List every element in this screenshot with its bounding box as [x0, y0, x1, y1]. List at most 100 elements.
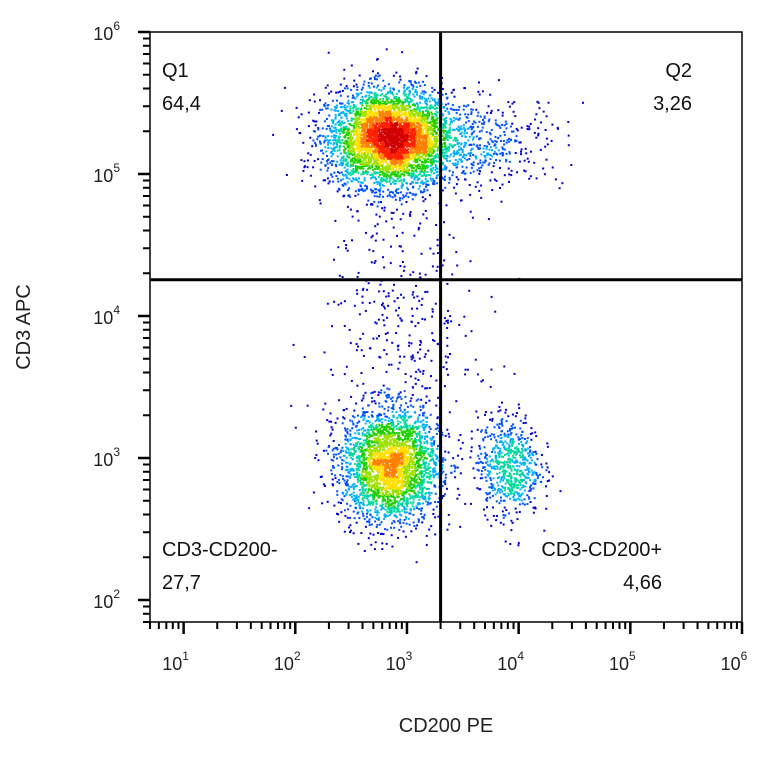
event-dot	[420, 474, 423, 477]
event-dot	[434, 165, 437, 168]
event-dot	[416, 167, 419, 169]
event-dot	[336, 145, 339, 148]
event-dot	[390, 92, 393, 95]
event-dot	[567, 134, 570, 137]
event-dot	[343, 182, 346, 185]
event-dot	[388, 101, 390, 104]
event-dot	[341, 462, 344, 465]
event-dot	[366, 483, 369, 486]
event-dot	[447, 149, 450, 152]
event-dot	[373, 172, 376, 175]
event-dot	[324, 135, 327, 138]
event-dot	[352, 468, 355, 471]
event-dot	[377, 391, 380, 394]
event-dot	[395, 400, 398, 403]
event-dot	[393, 521, 396, 524]
event-dot	[409, 473, 412, 476]
event-dot	[469, 260, 472, 263]
event-dot	[433, 107, 436, 110]
event-dot	[343, 240, 346, 242]
event-dot	[397, 192, 400, 194]
event-dot	[382, 305, 385, 308]
event-dot	[519, 427, 522, 430]
event-dot	[368, 524, 371, 527]
event-dot	[332, 119, 335, 122]
event-dot	[501, 470, 504, 473]
event-dot	[365, 419, 368, 422]
event-dot	[369, 513, 372, 516]
event-dot	[364, 467, 367, 470]
event-dot	[529, 501, 532, 503]
event-dot	[362, 478, 365, 481]
event-dot	[351, 239, 353, 242]
event-dot	[369, 91, 372, 94]
event-dot	[505, 408, 507, 411]
event-dot	[530, 484, 533, 487]
event-dot	[484, 411, 487, 414]
event-dot	[283, 86, 286, 89]
event-dot	[424, 353, 427, 356]
event-dot	[520, 148, 523, 151]
event-dot	[359, 156, 362, 159]
event-dot	[350, 495, 353, 498]
event-dot	[330, 135, 333, 138]
event-dot	[423, 190, 426, 193]
event-dot	[414, 161, 417, 163]
event-dot	[512, 110, 515, 113]
event-dot	[505, 461, 508, 463]
event-dot	[331, 373, 334, 376]
event-dot	[511, 521, 514, 524]
event-dot	[472, 164, 475, 167]
event-dot	[520, 434, 523, 437]
event-dot	[446, 139, 449, 141]
event-dot	[317, 135, 320, 138]
event-dot	[519, 478, 522, 481]
event-dot	[350, 529, 352, 532]
event-dot	[326, 125, 329, 127]
event-dot	[469, 149, 472, 152]
event-dot	[412, 424, 414, 427]
event-dot	[406, 502, 409, 505]
event-dot	[389, 195, 392, 198]
event-dot	[383, 172, 386, 175]
event-dot	[342, 184, 345, 187]
event-dot	[358, 114, 361, 117]
event-dot	[447, 356, 449, 359]
event-dot	[348, 153, 351, 156]
event-dot	[508, 461, 511, 464]
event-dot	[337, 464, 340, 467]
event-dot	[342, 156, 345, 159]
event-dot	[359, 450, 362, 453]
event-dot	[408, 469, 411, 472]
event-dot	[371, 176, 373, 179]
event-dot	[371, 446, 374, 448]
event-dot	[353, 500, 356, 503]
event-dot	[478, 488, 481, 491]
event-dot	[486, 463, 489, 466]
event-dot	[413, 470, 416, 473]
event-dot	[411, 434, 414, 437]
event-dot	[433, 172, 436, 175]
event-dot	[521, 492, 524, 495]
event-dot	[346, 145, 349, 148]
event-dot	[387, 409, 390, 412]
event-dot	[528, 467, 531, 470]
event-dot	[364, 391, 367, 394]
event-dot	[500, 140, 502, 142]
event-dot	[422, 515, 425, 518]
event-dot	[370, 203, 372, 206]
event-dot	[462, 126, 465, 129]
event-dot	[342, 132, 345, 134]
event-dot	[507, 167, 510, 170]
event-dot	[415, 453, 418, 456]
event-dot	[319, 142, 322, 145]
event-dot	[492, 448, 495, 451]
event-dot	[423, 181, 426, 184]
event-dot	[334, 117, 337, 120]
event-dot	[450, 91, 453, 94]
event-dot	[361, 163, 364, 166]
event-dot	[328, 125, 331, 128]
event-dot	[366, 431, 369, 434]
event-dot	[417, 494, 420, 497]
event-dot	[429, 169, 432, 172]
